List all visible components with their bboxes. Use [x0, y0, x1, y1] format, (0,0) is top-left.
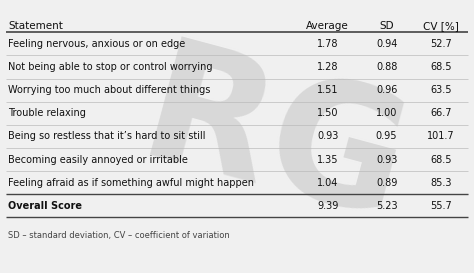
Text: 5.23: 5.23 [376, 201, 397, 211]
Text: 63.5: 63.5 [430, 85, 452, 95]
Text: 9.39: 9.39 [317, 201, 338, 211]
Text: 66.7: 66.7 [430, 108, 452, 118]
Text: 0.93: 0.93 [376, 155, 397, 165]
Text: 85.3: 85.3 [430, 178, 452, 188]
Text: Feeling afraid as if something awful might happen: Feeling afraid as if something awful mig… [9, 178, 255, 188]
Text: SD: SD [379, 21, 394, 31]
Text: 0.94: 0.94 [376, 39, 397, 49]
Text: Trouble relaxing: Trouble relaxing [9, 108, 86, 118]
Text: 0.88: 0.88 [376, 62, 397, 72]
Text: 0.93: 0.93 [317, 131, 338, 141]
Text: Becoming easily annoyed or irritable: Becoming easily annoyed or irritable [9, 155, 188, 165]
Text: 1.04: 1.04 [317, 178, 338, 188]
Text: Not being able to stop or control worrying: Not being able to stop or control worryi… [9, 62, 213, 72]
Text: 101.7: 101.7 [427, 131, 455, 141]
Text: RG: RG [126, 31, 424, 257]
Text: 0.95: 0.95 [376, 131, 397, 141]
Text: 1.50: 1.50 [317, 108, 338, 118]
Text: 1.35: 1.35 [317, 155, 338, 165]
Text: 1.00: 1.00 [376, 108, 397, 118]
Text: 0.96: 0.96 [376, 85, 397, 95]
Text: CV [%]: CV [%] [423, 21, 459, 31]
Text: SD – standard deviation, CV – coefficient of variation: SD – standard deviation, CV – coefficien… [9, 230, 230, 239]
Text: 55.7: 55.7 [430, 201, 452, 211]
Text: 1.78: 1.78 [317, 39, 338, 49]
Text: 1.51: 1.51 [317, 85, 338, 95]
Text: 1.28: 1.28 [317, 62, 338, 72]
Text: Overall Score: Overall Score [9, 201, 82, 211]
Text: 52.7: 52.7 [430, 39, 452, 49]
Text: Feeling nervous, anxious or on edge: Feeling nervous, anxious or on edge [9, 39, 186, 49]
Text: 68.5: 68.5 [430, 62, 452, 72]
Text: Worrying too much about different things: Worrying too much about different things [9, 85, 211, 95]
Text: Average: Average [306, 21, 349, 31]
Text: 68.5: 68.5 [430, 155, 452, 165]
Text: Statement: Statement [9, 21, 64, 31]
Text: Being so restless that it’s hard to sit still: Being so restless that it’s hard to sit … [9, 131, 206, 141]
Text: 0.89: 0.89 [376, 178, 397, 188]
